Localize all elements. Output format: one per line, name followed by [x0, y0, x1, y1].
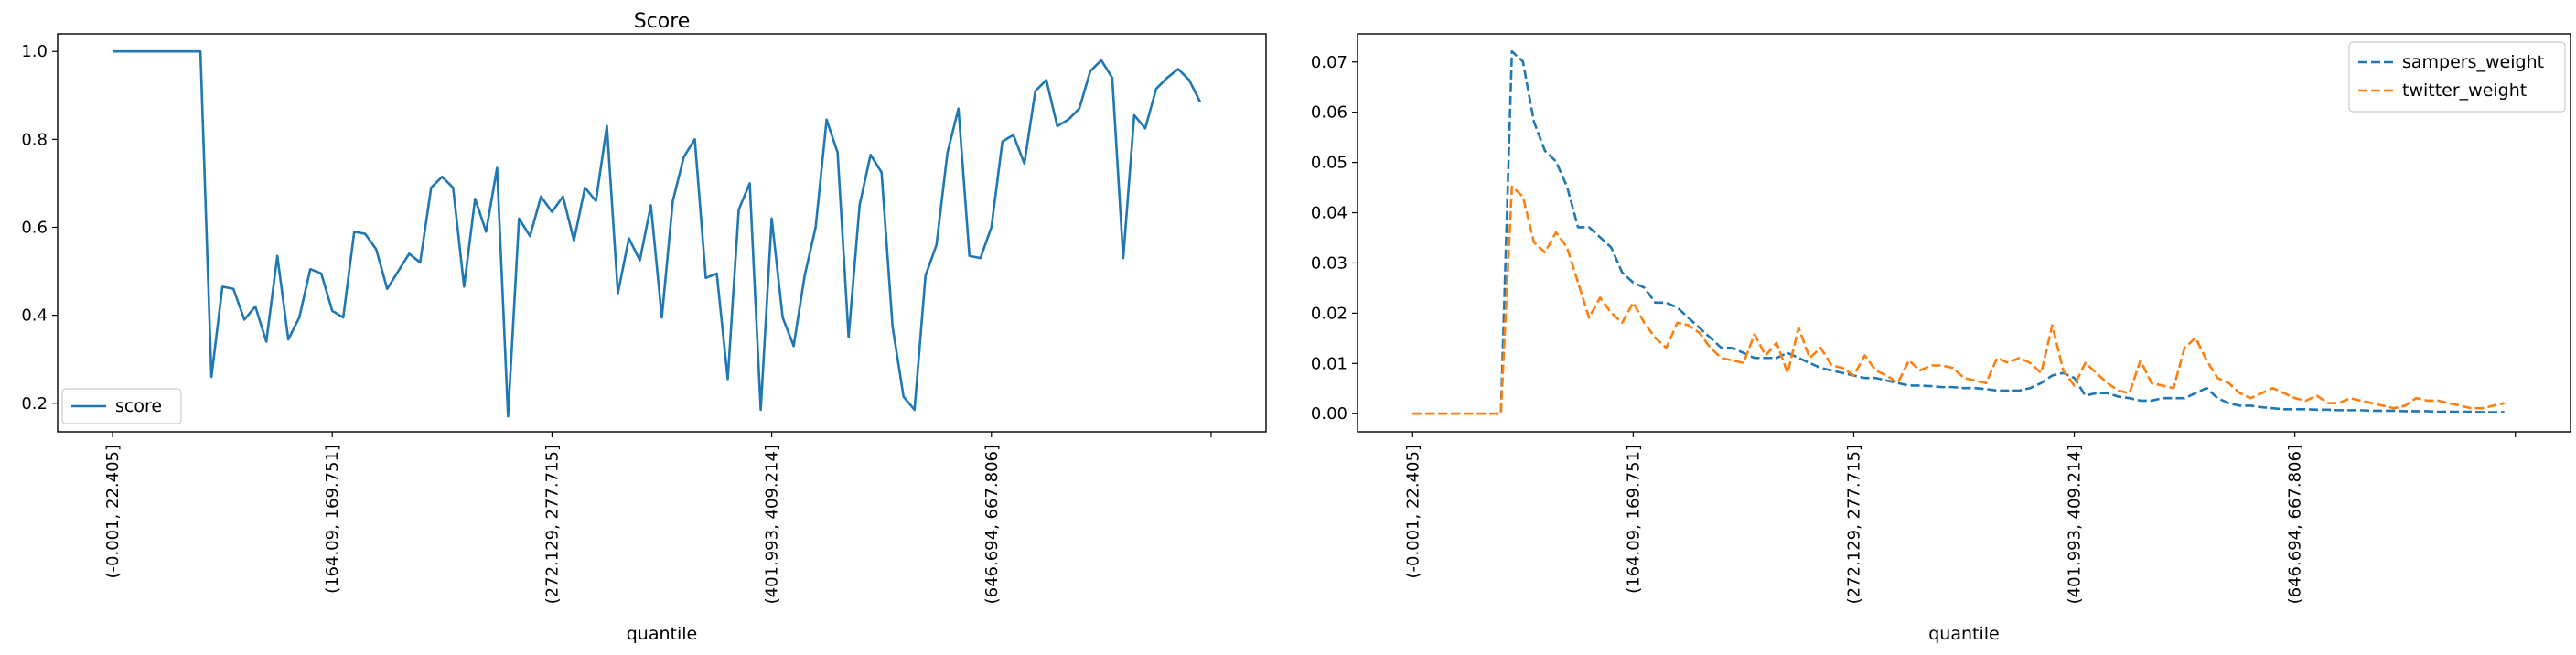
weights-chart: 0.00 0.01 0.02 0.03 0.04 0.05 0.06 0.07 (-0.001,… [1311, 34, 2571, 604]
x-tick-label: (-0.001, 22.405] [1403, 445, 1422, 579]
legend: sampers_weight twitter_weight [2349, 42, 2565, 112]
x-tick-label: (272.129, 277.715] [542, 445, 562, 604]
y-tick-label: 0.03 [1311, 253, 1347, 273]
y-tick-label: 0.06 [1311, 103, 1347, 123]
x-axis-label: quantile [1928, 624, 1999, 644]
y-tick-label: 0.04 [1311, 204, 1347, 223]
y-tick-label: 0.8 [21, 130, 48, 149]
y-tick-label: 0.02 [1311, 304, 1347, 323]
x-axis-label: quantile [627, 624, 697, 644]
legend-label: score [115, 396, 162, 416]
series-line-sampers_weight [1412, 51, 2504, 413]
chart-title: Score [634, 10, 691, 33]
legend: score [62, 389, 181, 424]
y-tick-label: 0.07 [1311, 53, 1347, 72]
y-tick-label: 0.2 [21, 394, 48, 413]
y-tick-label: 1.0 [21, 42, 48, 61]
x-tick-label: (164.09, 169.751] [323, 445, 342, 594]
x-tick-label: (646.694, 667.806] [982, 445, 1002, 604]
y-tick-label: 0.00 [1311, 404, 1347, 424]
legend-label: sampers_weight [2402, 52, 2544, 72]
score-chart: 0.2 0.4 0.6 0.8 1.0 (-0.001, 22.405] (164.09, … [21, 34, 1266, 604]
x-tick-label: (401.993, 409.214] [763, 445, 782, 604]
y-tick-label: 0.01 [1311, 354, 1347, 373]
y-tick-label: 0.6 [21, 218, 48, 237]
y-tick-label: 0.4 [21, 306, 48, 326]
x-tick-label: (646.694, 667.806] [2286, 445, 2305, 604]
x-tick-label: (-0.001, 22.405] [103, 445, 123, 579]
x-tick-label: (164.09, 169.751] [1624, 445, 1643, 594]
series-line-score [113, 51, 1200, 416]
y-tick-label: 0.05 [1311, 154, 1347, 173]
x-tick-label: (272.129, 277.715] [1844, 445, 1863, 604]
x-tick-label: (401.993, 409.214] [2066, 445, 2085, 604]
legend-label: twitter_weight [2402, 81, 2527, 101]
